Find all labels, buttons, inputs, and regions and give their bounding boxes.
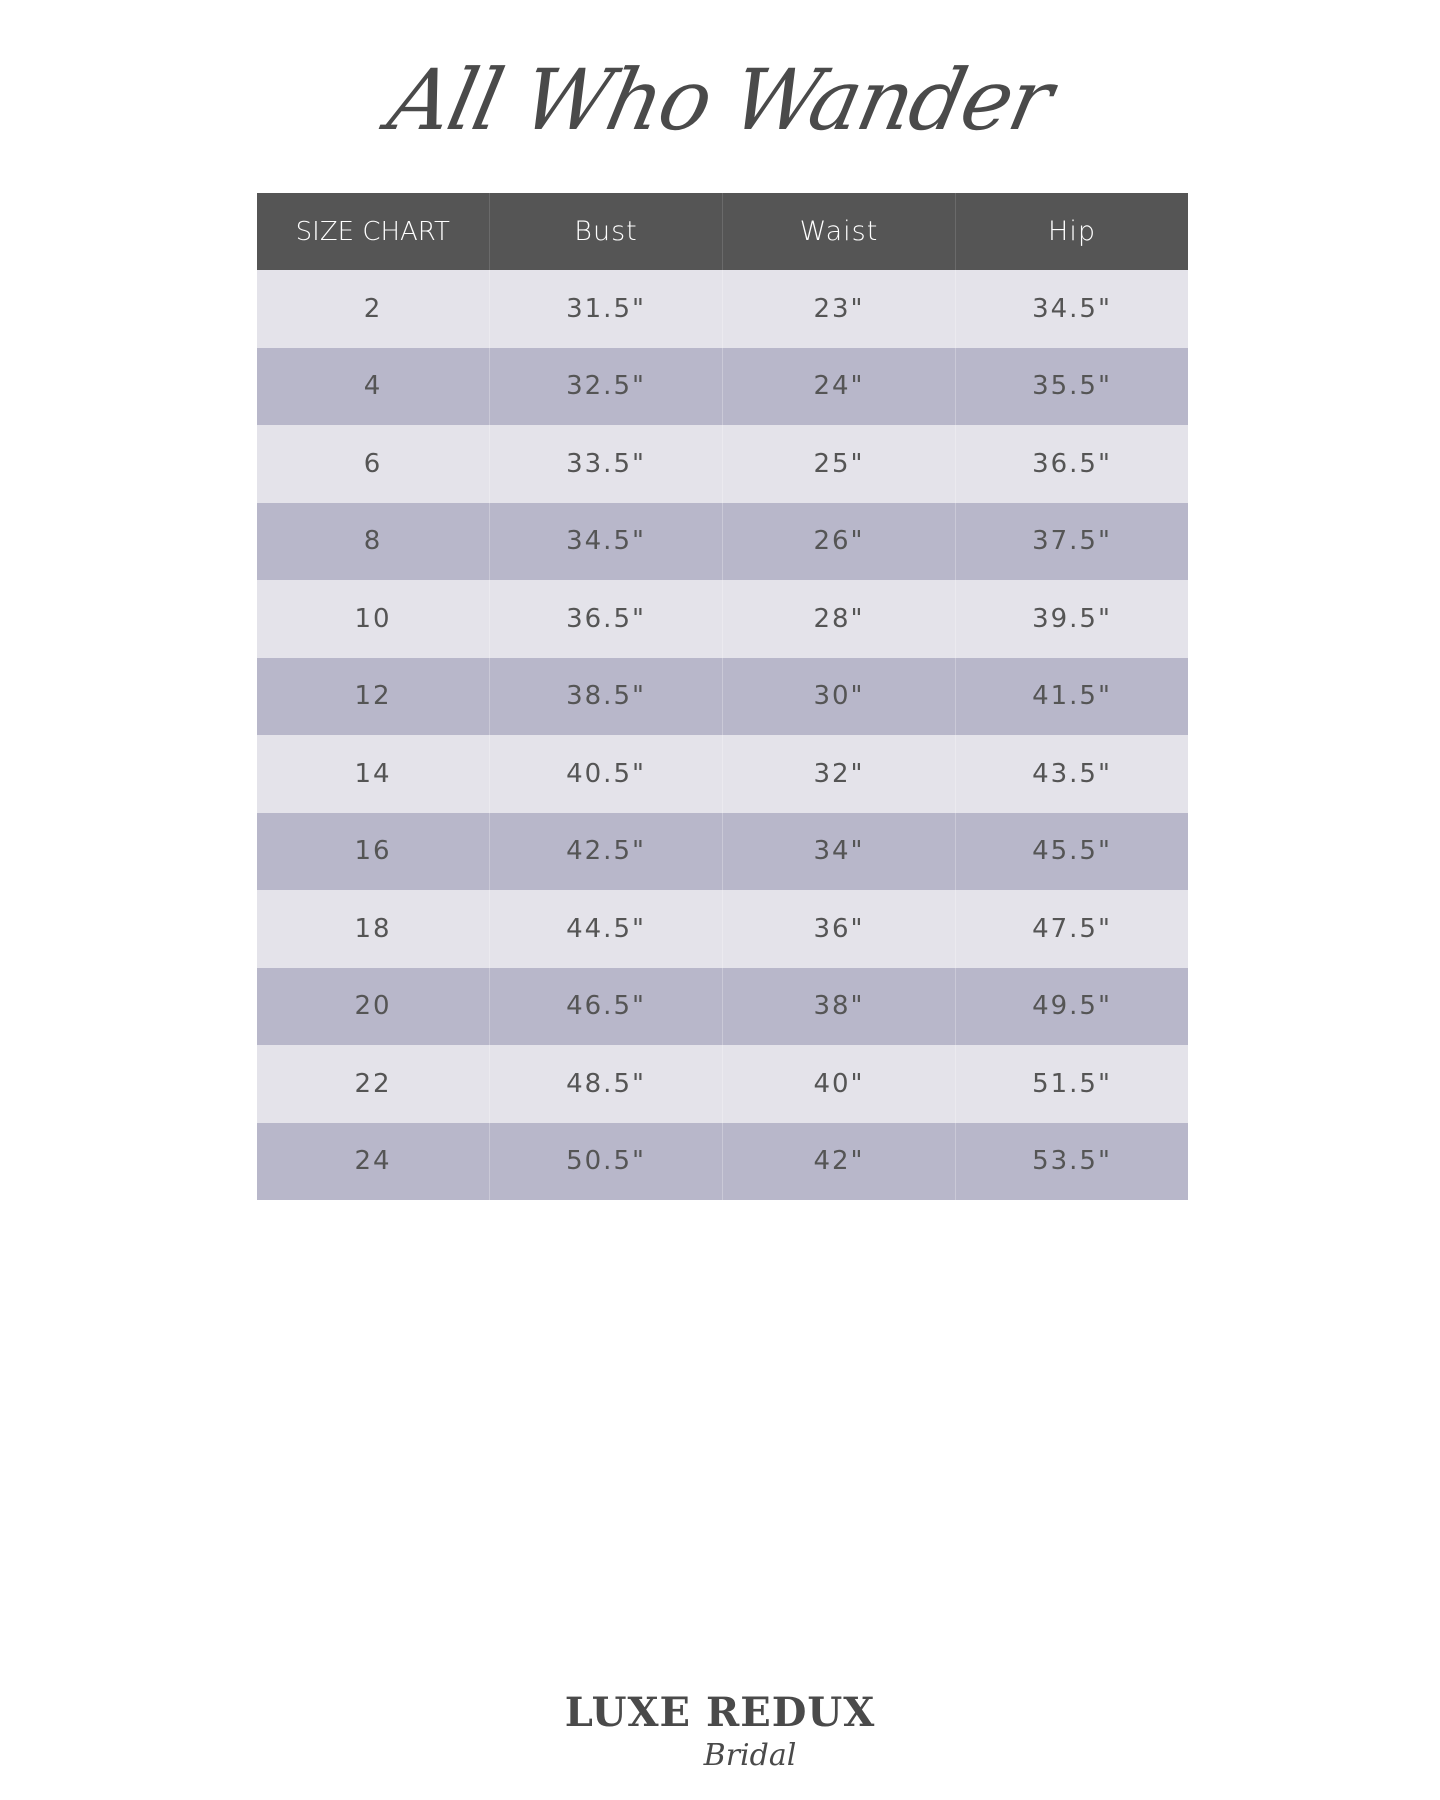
table-row: 12 38.5" 30" 41.5" [255, 657, 1188, 735]
cell-bust: 36.5" [489, 580, 723, 658]
header-size: SIZE CHART [256, 193, 490, 270]
cell-hip: 51.5" [954, 1045, 1188, 1123]
brand-title: All Who Wander [380, 51, 1060, 149]
table-row: 20 46.5" 38" 49.5" [255, 967, 1188, 1045]
cell-size: 24 [255, 1122, 490, 1200]
cell-waist: 25" [722, 425, 956, 503]
cell-hip: 47.5" [954, 890, 1188, 968]
cell-waist: 28" [722, 580, 956, 658]
cell-size: 8 [255, 502, 490, 580]
logo-main-text: LUXE REDUX [564, 1689, 876, 1736]
cell-hip: 49.5" [954, 967, 1188, 1045]
cell-size: 6 [255, 425, 490, 503]
cell-hip: 53.5" [954, 1122, 1188, 1200]
cell-bust: 34.5" [489, 502, 723, 580]
cell-bust: 46.5" [489, 967, 723, 1045]
table-row: 4 32.5" 24" 35.5" [255, 347, 1188, 425]
cell-hip: 45.5" [954, 812, 1188, 890]
cell-size: 22 [255, 1045, 490, 1123]
cell-waist: 24" [722, 347, 956, 425]
table-body: 2 31.5" 23" 34.5" 4 32.5" 24" 35.5" 6 33.5" 25" 36.… [255, 270, 1188, 1200]
cell-size: 10 [255, 580, 490, 658]
cell-size: 18 [255, 890, 490, 968]
cell-waist: 32" [722, 735, 956, 813]
cell-hip: 41.5" [954, 657, 1188, 735]
cell-waist: 30" [722, 657, 956, 735]
cell-waist: 40" [722, 1045, 956, 1123]
cell-hip: 35.5" [954, 347, 1188, 425]
header-waist: Waist [722, 193, 956, 270]
cell-bust: 33.5" [489, 425, 723, 503]
cell-size: 20 [255, 967, 490, 1045]
cell-bust: 44.5" [489, 890, 723, 968]
header-bust: Bust [489, 193, 723, 270]
cell-hip: 34.5" [954, 270, 1188, 348]
table-row: 6 33.5" 25" 36.5" [255, 425, 1188, 503]
cell-bust: 48.5" [489, 1045, 723, 1123]
cell-size: 4 [255, 347, 490, 425]
cell-hip: 43.5" [954, 735, 1188, 813]
cell-bust: 32.5" [489, 347, 723, 425]
cell-bust: 31.5" [489, 270, 723, 348]
table-row: 22 48.5" 40" 51.5" [255, 1045, 1188, 1123]
table-row: 14 40.5" 32" 43.5" [255, 735, 1188, 813]
cell-waist: 26" [722, 502, 956, 580]
cell-waist: 36" [722, 890, 956, 968]
luxe-redux-logo: LUXE REDUX Bridal [560, 1690, 880, 1774]
cell-bust: 50.5" [489, 1122, 723, 1200]
table-row: 10 36.5" 28" 39.5" [255, 580, 1188, 658]
cell-size: 16 [255, 812, 490, 890]
cell-size: 2 [255, 270, 490, 348]
header-hip: Hip [954, 193, 1188, 270]
table-row: 18 44.5" 36" 47.5" [255, 890, 1188, 968]
table-row: 24 50.5" 42" 53.5" [255, 1122, 1188, 1200]
cell-bust: 40.5" [489, 735, 723, 813]
table-row: 2 31.5" 23" 34.5" [255, 270, 1188, 348]
logo-sub-text: Bridal [703, 1738, 797, 1773]
cell-waist: 42" [722, 1122, 956, 1200]
cell-size: 12 [255, 657, 490, 735]
size-chart-table: SIZE CHART Bust Waist Hip 2 31.5" 23" 34.5"… [255, 193, 1188, 1200]
cell-waist: 34" [722, 812, 956, 890]
cell-bust: 38.5" [489, 657, 723, 735]
table-row: 8 34.5" 26" 37.5" [255, 502, 1188, 580]
cell-size: 14 [255, 735, 490, 813]
header-row: SIZE CHART Bust Waist Hip [256, 193, 1188, 270]
cell-waist: 23" [722, 270, 956, 348]
cell-hip: 37.5" [954, 502, 1188, 580]
table-row: 16 42.5" 34" 45.5" [255, 812, 1188, 890]
cell-hip: 36.5" [954, 425, 1188, 503]
cell-bust: 42.5" [489, 812, 723, 890]
cell-hip: 39.5" [954, 580, 1188, 658]
cell-waist: 38" [722, 967, 956, 1045]
